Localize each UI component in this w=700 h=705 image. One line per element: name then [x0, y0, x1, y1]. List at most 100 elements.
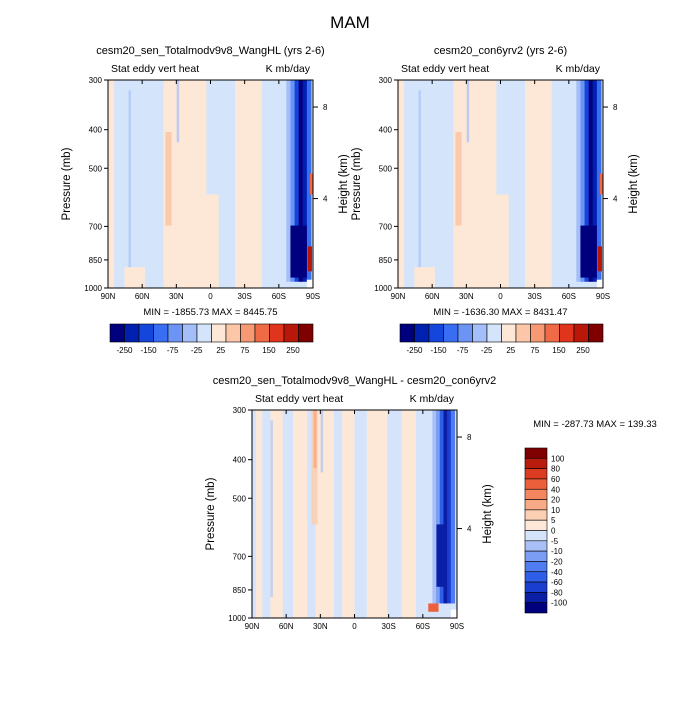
negative-streak: [418, 90, 421, 268]
colorbar-box: [269, 323, 285, 343]
y-tick-label: 700: [89, 222, 103, 231]
y-tick-label: 850: [233, 586, 247, 595]
positive-polar-spot: [599, 173, 603, 195]
colorbar-box: [283, 323, 299, 343]
panel-title: cesm20_sen_Totalmodv9v8_WangHL - cesm20_…: [213, 375, 497, 387]
colorbar-box: [167, 323, 183, 343]
page-title: MAM: [330, 13, 370, 32]
right-string: K mb/day: [410, 393, 455, 405]
positive-polar-spot: [307, 246, 312, 272]
colorbar-label: -250: [406, 346, 423, 355]
negative-polar-column: [290, 80, 296, 282]
colorbar-label: 20: [551, 496, 560, 505]
colorbar-box: [457, 323, 473, 343]
colorbar-box: [524, 519, 548, 531]
positive-band: [293, 410, 308, 618]
below-ground-mask: [306, 279, 313, 288]
colorbar-box: [524, 550, 548, 562]
colorbar-label: -5: [551, 537, 559, 546]
y-tick-label: 500: [233, 494, 247, 503]
negative-polar-column: [576, 80, 581, 282]
y-tick-label: 1000: [84, 284, 102, 293]
x-tick-label: 60S: [416, 622, 430, 631]
colorbar-label: -60: [551, 578, 563, 587]
x-tick-label: 0: [208, 292, 213, 301]
positive-band: [270, 410, 283, 618]
positive-band: [366, 410, 388, 618]
colorbar-label: 5: [551, 516, 556, 525]
left-string: Stat eddy vert heat: [111, 63, 199, 75]
colorbar-label: 10: [551, 506, 560, 515]
colorbar-box: [524, 509, 548, 521]
colorbar-label: 75: [530, 346, 539, 355]
positive-band: [190, 194, 219, 288]
colorbar-label: -150: [141, 346, 158, 355]
y-tick-label: 400: [379, 126, 393, 135]
x-tick-label: 90S: [450, 622, 464, 631]
positive-band: [256, 410, 263, 618]
y-tick-label: 300: [379, 76, 393, 85]
colorbar-label: -40: [551, 568, 563, 577]
colorbar-box: [211, 323, 227, 343]
panel-1: cesm20_sen_Totalmodv9v8_WangHL (yrs 2-6)…: [61, 45, 350, 355]
colorbar-box: [225, 323, 241, 343]
positive-band: [414, 267, 435, 288]
negative-polar-column: [432, 410, 437, 604]
y-tick-label: 500: [379, 164, 393, 173]
x-tick-label: 30S: [382, 622, 396, 631]
below-ground-mask: [450, 609, 457, 618]
colorbar-label: -250: [116, 346, 133, 355]
negative-streak: [128, 90, 131, 268]
colorbar-label: -150: [431, 346, 448, 355]
positive-streak: [313, 410, 317, 469]
colorbar-box: [530, 323, 546, 343]
colorbar-box: [515, 323, 531, 343]
colorbar-box: [524, 571, 548, 583]
colorbar-label: 0: [551, 527, 556, 536]
left-string: Stat eddy vert heat: [255, 393, 343, 405]
right-string: K mb/day: [556, 63, 601, 75]
negative-polar-column: [584, 80, 590, 282]
colorbar-label: -10: [551, 547, 563, 556]
negative-polar-column: [596, 80, 602, 282]
colorbar-box: [524, 499, 548, 511]
positive-band: [235, 80, 262, 288]
colorbar-label: 150: [552, 346, 566, 355]
colorbar-box: [196, 323, 212, 343]
y-right-tick-label: 8: [323, 103, 328, 112]
positive-band: [315, 410, 334, 618]
x-tick-label: 0: [498, 292, 503, 301]
x-tick-label: 30N: [169, 292, 184, 301]
positive-band: [124, 267, 145, 288]
colorbar-box: [588, 323, 604, 343]
colorbar-label: 75: [240, 346, 249, 355]
y-right-tick-label: 8: [467, 433, 472, 442]
panel-3: cesm20_sen_Totalmodv9v8_WangHL - cesm20_…: [205, 375, 657, 631]
negative-polar-column: [306, 80, 312, 282]
y-tick-label: 500: [89, 164, 103, 173]
colorbar-box: [472, 323, 488, 343]
y-axis-label: Pressure (mb): [61, 147, 73, 220]
y-right-axis-label: Height (km): [338, 154, 350, 214]
min-max-text: MIN = -287.73 MAX = 139.33: [533, 419, 657, 430]
negative-streak: [270, 420, 273, 598]
negative-polar-core: [290, 225, 307, 278]
colorbar-box: [182, 323, 198, 343]
x-tick-label: 90N: [245, 622, 260, 631]
panel-2: cesm20_con6yrv2 (yrs 2-6) Stat eddy vert …: [351, 45, 640, 355]
positive-band: [108, 80, 115, 288]
colorbar-label: -25: [191, 346, 203, 355]
x-tick-label: 30S: [238, 292, 252, 301]
colorbar-label: -75: [457, 346, 469, 355]
x-tick-label: 90N: [391, 292, 406, 301]
colorbar-label: 60: [551, 475, 560, 484]
colorbar-box: [414, 323, 430, 343]
colorbar-label: 80: [551, 465, 560, 474]
y-tick-label: 850: [89, 256, 103, 265]
colorbar-label: -80: [551, 588, 563, 597]
colorbar-label: -20: [551, 557, 563, 566]
x-tick-label: 0: [352, 622, 357, 631]
colorbar-box: [524, 488, 548, 500]
x-tick-label: 60S: [562, 292, 576, 301]
y-tick-label: 700: [233, 552, 247, 561]
